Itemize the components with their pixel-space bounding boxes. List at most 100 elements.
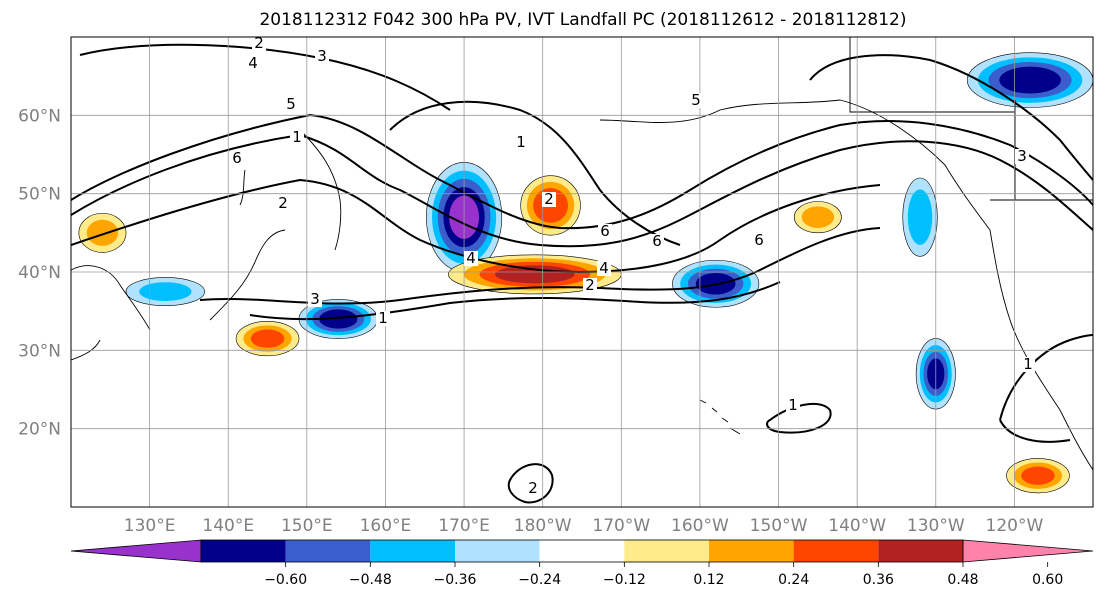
colorbar-segment: [455, 540, 540, 562]
contour-label-bg: [230, 151, 244, 166]
coastline-alaska: [599, 99, 991, 231]
colorbar-tick-label: 0.24: [778, 572, 809, 588]
contour-label: 1: [378, 309, 388, 327]
latitude-ticks: 60°N 50°N 40°N 30°N 20°N: [18, 106, 61, 439]
colorbar-segment: [539, 540, 625, 562]
colorbar: −0.60 −0.48 −0.36 −0.24 −0.12 0.12 0.24 0.36 0.4…: [70, 539, 1094, 588]
map-frame: [70, 36, 1094, 508]
colorbar-tick-label: −0.48: [349, 572, 392, 588]
gridlines: [71, 37, 1093, 507]
contour-label-bg: [246, 56, 260, 71]
lon-tick-label: 150°W: [750, 516, 808, 536]
lon-tick-label: 140°E: [202, 516, 254, 536]
contour-label-bg: [514, 135, 528, 150]
lon-tick-label: 160°E: [360, 516, 412, 536]
pv-contour-line: [71, 178, 881, 274]
contour-label: 3: [317, 47, 327, 65]
pv-shade-level: [139, 282, 192, 301]
contour-label-bg: [598, 224, 612, 239]
contour-label: 2: [585, 276, 595, 294]
pv-feature-orange-blob-145W: [793, 201, 842, 234]
contour-label: 4: [248, 54, 258, 72]
contour-label: 5: [286, 95, 296, 113]
coastline-kamchatka: [299, 129, 342, 251]
lon-tick-label: 130°W: [907, 516, 965, 536]
colorbar-outline: [200, 539, 964, 563]
contour-label: 3: [310, 290, 320, 308]
pv-shade-level: [495, 265, 575, 284]
pv-contour-line: [389, 100, 681, 246]
pv-contour-line: [999, 334, 1093, 443]
pv-shade-level: [86, 219, 119, 246]
contour-label: 1: [1023, 355, 1033, 373]
pv-shade-level: [250, 329, 285, 348]
colorbar-segment: [624, 540, 709, 562]
contour-label: 2: [528, 479, 538, 497]
contour-label-bg: [464, 251, 478, 266]
colorbar-tick-label: −0.24: [518, 572, 561, 588]
lat-tick-label: 40°N: [18, 263, 61, 283]
pv-shade-level: [907, 189, 933, 245]
colorbar-tick-label: 0.36: [863, 572, 894, 588]
contour-label-bg: [597, 261, 611, 276]
contour-label: 6: [600, 222, 610, 240]
contour-labels: 2 3 4 5 1 6 2 6 3 1 4 1 2 6 4 5 2 6 1 3 1 2: [230, 37, 1035, 497]
pv-shade-level: [319, 309, 358, 329]
contour-label: 4: [599, 259, 609, 277]
lon-tick-label: 120°W: [986, 516, 1044, 536]
colorbar-extend-min: [70, 539, 202, 563]
lon-tick-label: 170°W: [592, 516, 650, 536]
colorbar-segment: [793, 540, 879, 562]
contour-label: 2: [278, 194, 288, 212]
contour-label-bg: [376, 311, 390, 326]
colorbar-tick-label: 0.12: [693, 572, 724, 588]
contour-label: 6: [754, 231, 764, 249]
contour-label: 5: [691, 91, 701, 109]
colorbar-segment: [201, 540, 286, 562]
colorbar-tick-label: −0.60: [264, 572, 307, 588]
colorbar-segment: [709, 540, 794, 562]
colorbar-tick-label: 0.48: [947, 572, 978, 588]
contour-label: 1: [788, 396, 798, 414]
lon-tick-label: 180°W: [514, 516, 572, 536]
contour-label: 4: [466, 249, 476, 267]
lat-tick-label: 20°N: [18, 420, 61, 440]
contour-label-bg: [252, 37, 266, 51]
contour-label-bg: [1021, 357, 1035, 372]
contour-label-bg: [583, 278, 597, 293]
colorbar-segment: [285, 540, 371, 562]
colorbar-tick-label: −0.12: [603, 572, 646, 588]
contour-label-bg: [689, 93, 703, 108]
coastline-hawaii: [699, 399, 741, 435]
lon-tick-label: 130°E: [124, 516, 176, 536]
pv-contour-line: [766, 402, 832, 434]
pv-feature-red-blob-south-Japan: [235, 321, 300, 357]
pv-contour-line: [507, 463, 554, 504]
pv-feature-blue-blob-SE-Japan: [298, 299, 378, 339]
colorbar-tick-label: −0.36: [434, 572, 477, 588]
contour-label: 6: [232, 149, 242, 167]
contour-label: 1: [516, 133, 526, 151]
contour-label-bg: [786, 398, 800, 413]
pv-feature-blue-blob-Alaska: [966, 52, 1093, 108]
contour-label-bg: [526, 481, 540, 496]
pv-feature-blue-blob-north-Japan: [125, 277, 205, 306]
pv-contour-line: [809, 54, 1093, 181]
map-panel: 2 3 4 5 1 6 2 6 3 1 4 1 2 6 4 5 2 6 1 3 1 2: [70, 36, 1094, 508]
colorbar-tick-label: 0.60: [1032, 572, 1063, 588]
pv-contour-line: [79, 43, 451, 111]
pv-shade-level: [1021, 466, 1055, 485]
lon-tick-label: 160°W: [671, 516, 729, 536]
colorbar-extend-max: [962, 539, 1094, 563]
contour-label-bg: [1015, 149, 1029, 164]
pv-feature-red-jet-streak: [448, 254, 622, 295]
contour-label: 1: [292, 128, 302, 146]
lon-tick-label: 170°E: [438, 516, 490, 536]
pv-shade-level: [999, 66, 1061, 94]
contour-label-bg: [276, 196, 290, 211]
lon-tick-label: 140°W: [828, 516, 886, 536]
coastline-japan: [209, 169, 286, 321]
contour-label-bg: [284, 97, 298, 112]
contour-label: 2: [544, 190, 554, 208]
